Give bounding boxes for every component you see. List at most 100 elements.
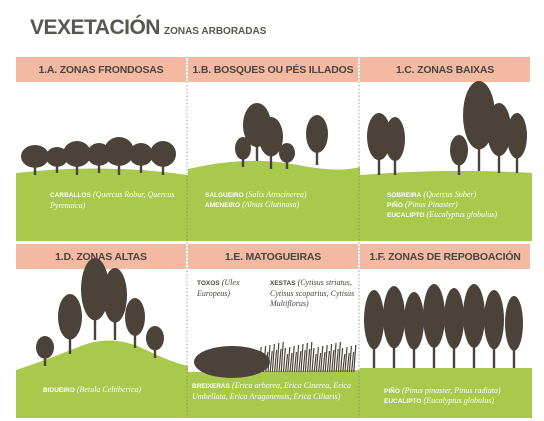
species: PIÑO (Pinus Pinaster) (387, 200, 527, 211)
grass (351, 351, 355, 373)
panel-title: 1.E. MATOGUEIRAS (224, 251, 322, 263)
grass (256, 353, 260, 373)
species: BIDUEIRO (Betula Celtiberica) (43, 385, 183, 396)
grass (337, 341, 341, 373)
tree-crown (450, 135, 468, 166)
grass (291, 345, 295, 373)
tree-crown (125, 298, 145, 336)
ground (188, 160, 360, 241)
tree-crown (279, 143, 295, 163)
tree-trunk (285, 157, 289, 169)
grass (265, 351, 269, 373)
title: VEXETACIÓN ZONAS ARBORADAS (30, 16, 266, 40)
grass (320, 345, 324, 373)
species-name: TOXOS (197, 280, 220, 287)
tree-crown (63, 141, 91, 167)
tree-crown (484, 290, 504, 350)
grass (342, 353, 346, 373)
species-latin: (Pinus Pinaster) (405, 200, 458, 209)
tree-trunk (117, 157, 121, 175)
species-latin: (Alnus Glutinosa) (242, 200, 300, 209)
header-bar (188, 244, 358, 269)
grass (260, 352, 264, 373)
grass (293, 351, 297, 373)
grass (274, 349, 278, 373)
tree-trunk (372, 332, 376, 368)
panel-title: 1.C. ZONAS BAIXAS (395, 64, 495, 76)
grass (315, 346, 319, 373)
species-name: AMENEIRO (205, 202, 241, 209)
grass (300, 343, 304, 373)
tree-crown (423, 284, 445, 348)
grass (280, 341, 284, 373)
tree-trunk (113, 307, 117, 340)
tree-crown (507, 113, 527, 159)
species: SALGUEIRO (Salix Atrocinerea) (205, 190, 355, 201)
grass (282, 347, 286, 373)
species-latin: (Salix Atrocinerea) (245, 190, 307, 199)
tree-crown (444, 288, 464, 349)
header-bar (360, 244, 530, 269)
tree-trunk (377, 147, 381, 175)
tree-trunk (515, 146, 519, 173)
ground (188, 370, 360, 418)
tree-trunk (472, 330, 476, 368)
species-latin: (Quercus Robur, Quercus Pyrenaica) (50, 190, 175, 210)
species: XESTAS (Cytisus striatus, Cytisus scopar… (270, 278, 355, 309)
species: AMENEIRO (Alnus Glutinosa) (205, 200, 355, 211)
grass (322, 351, 326, 373)
tree-trunk (392, 331, 396, 368)
species-name: BIDUEIRO (43, 387, 75, 394)
tree-trunk (452, 332, 456, 368)
tree-crown (150, 141, 176, 167)
grass (287, 346, 291, 373)
tree-trunk (133, 325, 137, 348)
species-name: EUCALIPTO (387, 212, 425, 219)
grass (344, 346, 348, 373)
tree-crown (103, 268, 127, 323)
tree-crown (385, 116, 405, 162)
header-bar (188, 57, 358, 82)
tree-trunk (43, 352, 47, 366)
tree-crown (404, 292, 424, 350)
tree-trunk (269, 145, 273, 169)
tree-crown (463, 81, 495, 150)
tree-trunk (97, 159, 101, 173)
panel-title: 1.F. ZONAS DE REPOBOACIÓN (369, 251, 521, 263)
ground (360, 170, 532, 241)
grass (340, 347, 344, 373)
species-latin: (Pinus pinaster, Pinus radiata) (402, 386, 501, 395)
species-name: CARBALLOS (50, 192, 91, 199)
title-sub: ZONAS ARBORADAS (163, 26, 267, 37)
grass (331, 349, 335, 373)
shrub (194, 346, 270, 378)
tree-trunk (512, 335, 516, 368)
grass (324, 344, 328, 373)
header-bar (16, 57, 186, 82)
species-latin: (Quercus Suber) (423, 190, 477, 199)
tree-crown (259, 116, 283, 157)
ground (16, 340, 188, 418)
grass (263, 345, 267, 373)
tree-trunk (412, 333, 416, 368)
tree-trunk (457, 157, 461, 175)
grass (267, 344, 271, 373)
tree-crown (487, 103, 511, 157)
tree-trunk (153, 343, 157, 358)
grass (258, 346, 262, 373)
grass (269, 350, 273, 373)
species: PIÑO (Pinus pinaster, Pinus radiata) (384, 386, 529, 397)
species: TOXOS (Ulex Europeus) (197, 278, 262, 299)
species: BREIXERAS (Erica arborea, Erica Cinerea,… (192, 381, 357, 402)
grass (346, 352, 350, 373)
tree-trunk (315, 142, 319, 165)
tree-trunk (393, 148, 397, 175)
grass (296, 344, 300, 373)
species-latin: (Erica arborea, Erica Cinerea, Erica Umb… (192, 381, 351, 401)
species: EUCALIPTO (Eucalyptus globulus) (387, 210, 527, 221)
grass (329, 343, 333, 373)
tree-trunk (255, 134, 259, 161)
species-name: PIÑO (384, 388, 400, 395)
species-name: EUCALIPTO (384, 398, 422, 405)
